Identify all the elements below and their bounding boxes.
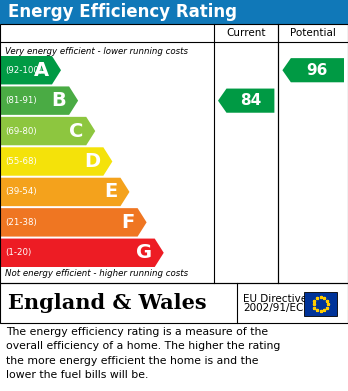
Text: Not energy efficient - higher running costs: Not energy efficient - higher running co… [5, 269, 188, 278]
Bar [0, 24, 348, 283]
Text: B: B [52, 91, 66, 110]
Text: (39-54): (39-54) [5, 187, 37, 196]
Polygon shape [0, 178, 129, 206]
Text: G: G [136, 243, 152, 262]
Bar [0, 24, 348, 283]
Bar [0, 283, 348, 323]
Polygon shape [0, 239, 164, 267]
Text: Current: Current [227, 28, 266, 38]
Polygon shape [0, 56, 61, 84]
Polygon shape [218, 88, 275, 113]
Text: (92-100): (92-100) [5, 66, 42, 75]
Text: D: D [84, 152, 100, 171]
Text: (81-91): (81-91) [5, 96, 37, 105]
Text: E: E [104, 183, 118, 201]
Bar [304, 292, 337, 316]
Text: 84: 84 [240, 93, 261, 108]
Polygon shape [0, 117, 95, 145]
Text: (55-68): (55-68) [5, 157, 37, 166]
Polygon shape [0, 208, 147, 237]
Text: A: A [34, 61, 49, 80]
Text: EU Directive: EU Directive [243, 294, 307, 304]
Text: (69-80): (69-80) [5, 127, 37, 136]
Text: England & Wales: England & Wales [8, 293, 207, 313]
Text: C: C [69, 122, 83, 141]
Text: Energy Efficiency Rating: Energy Efficiency Rating [8, 3, 237, 21]
Text: F: F [121, 213, 135, 232]
Polygon shape [282, 58, 344, 82]
Text: (21-38): (21-38) [5, 218, 37, 227]
Text: Potential: Potential [290, 28, 336, 38]
Text: 2002/91/EC: 2002/91/EC [243, 303, 303, 313]
Text: Very energy efficient - lower running costs: Very energy efficient - lower running co… [5, 47, 188, 56]
Text: The energy efficiency rating is a measure of the
overall efficiency of a home. T: The energy efficiency rating is a measur… [6, 327, 280, 380]
Text: (1-20): (1-20) [5, 248, 31, 257]
Bar [0, 0, 348, 24]
Polygon shape [0, 86, 78, 115]
Polygon shape [0, 147, 112, 176]
Text: 96: 96 [307, 63, 328, 78]
